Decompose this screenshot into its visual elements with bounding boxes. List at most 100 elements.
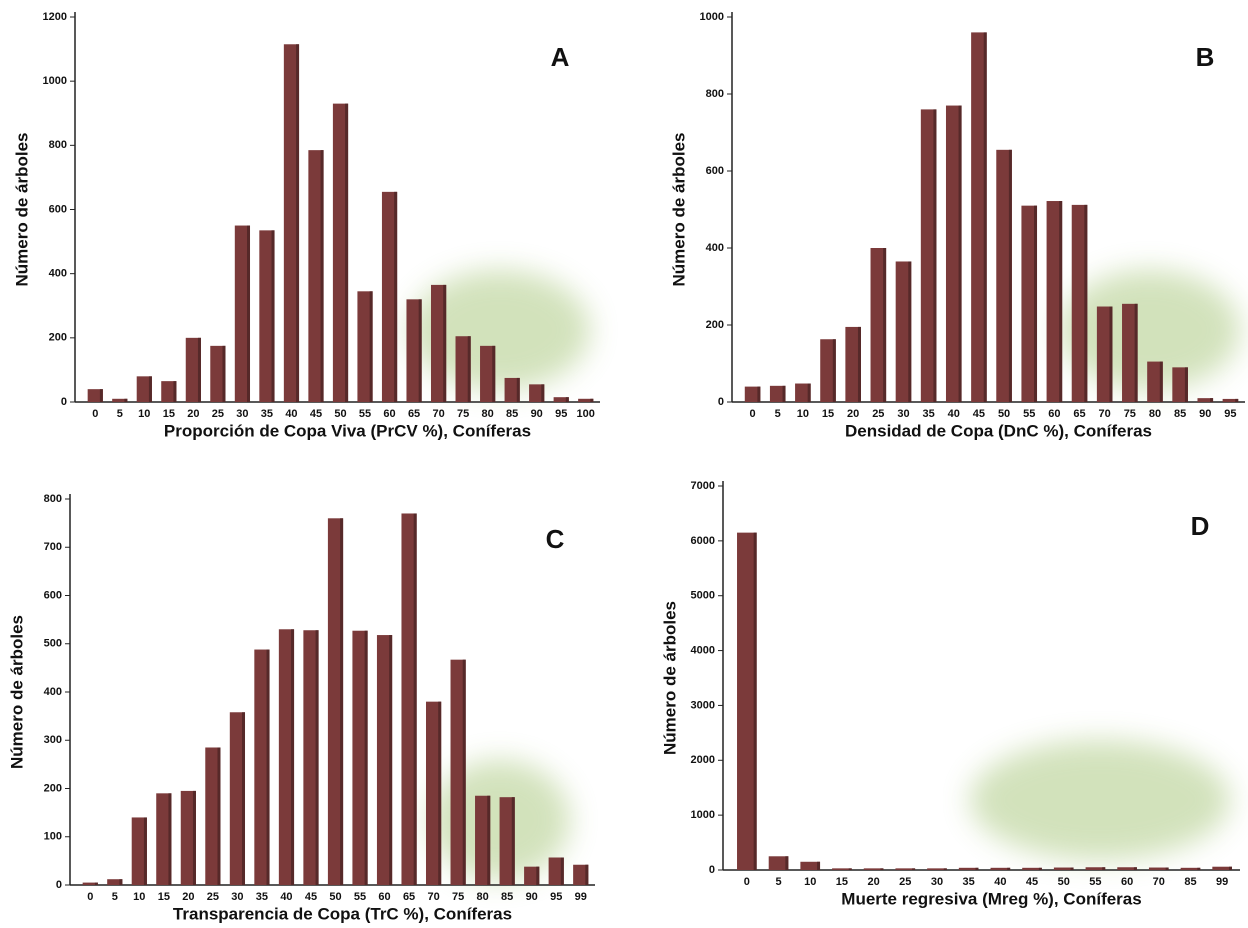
panel: 0 100 200 300 400 500 600 700 800 0 5 10 15 20 25 30 35 4… xyxy=(7,493,595,923)
bar xyxy=(430,284,447,402)
x-tick-label: 80 xyxy=(1149,408,1161,420)
x-tick-label: 25 xyxy=(899,876,911,888)
bar xyxy=(425,701,442,885)
bar-side xyxy=(1007,867,1011,870)
bar xyxy=(308,150,324,402)
bar-side xyxy=(883,248,887,402)
x-tick-label: 55 xyxy=(1023,408,1035,420)
x-tick-label: 40 xyxy=(994,876,1006,888)
bar xyxy=(1022,867,1042,870)
bar xyxy=(1172,367,1188,402)
bar xyxy=(112,398,128,402)
x-tick-label: 20 xyxy=(847,408,859,420)
bar-side xyxy=(912,868,916,870)
x-tick-label: 50 xyxy=(998,408,1010,420)
bar-side xyxy=(1210,398,1214,402)
y-tick-label: 1000 xyxy=(691,809,715,821)
x-tick-label: 100 xyxy=(577,408,595,420)
bar-side xyxy=(983,32,987,403)
x-tick-label: 60 xyxy=(1048,408,1060,420)
bar xyxy=(895,261,912,402)
bar-side xyxy=(511,797,515,885)
bar-side xyxy=(124,398,128,402)
bar-side xyxy=(94,882,98,885)
y-tick-label: 600 xyxy=(44,589,62,601)
bar-side xyxy=(217,747,221,885)
bar-side xyxy=(99,389,103,402)
bar-side xyxy=(1165,867,1169,870)
y-tick-label: 500 xyxy=(44,638,62,650)
x-tick-label: 75 xyxy=(452,891,464,903)
bar-side xyxy=(590,398,594,402)
bar-side xyxy=(1084,204,1088,402)
bar xyxy=(832,868,852,870)
bar-side xyxy=(1109,306,1113,402)
bar xyxy=(945,105,962,403)
y-tick-label: 600 xyxy=(706,165,724,177)
bar-side xyxy=(467,336,471,402)
x-tick-label: 45 xyxy=(973,408,985,420)
bar xyxy=(845,326,861,402)
bar-side xyxy=(197,337,201,402)
y-tick-label: 200 xyxy=(49,332,67,344)
x-tick-label: 95 xyxy=(550,891,562,903)
x-tick-label: 5 xyxy=(117,408,123,420)
bar-side xyxy=(438,701,442,885)
bar xyxy=(920,109,937,403)
x-axis-title: Proporción de Copa Viva (PrCV %), Conífe… xyxy=(164,421,531,440)
x-tick-label: 65 xyxy=(1073,408,1085,420)
bar xyxy=(1021,205,1038,402)
bar-side xyxy=(933,109,937,403)
bar xyxy=(381,191,398,402)
bar xyxy=(1053,867,1074,870)
bar-side xyxy=(832,339,836,402)
bar xyxy=(455,336,471,402)
bar-side xyxy=(413,513,417,885)
bar-side xyxy=(541,384,545,402)
x-tick-label: 10 xyxy=(804,876,816,888)
x-tick-label: 80 xyxy=(482,408,494,420)
bar-side xyxy=(143,817,147,885)
bar-side xyxy=(908,261,912,402)
bar xyxy=(1197,398,1214,402)
bar xyxy=(1085,867,1106,870)
bar xyxy=(744,386,761,402)
bar xyxy=(768,856,789,870)
bar-side xyxy=(389,635,393,885)
x-tick-label: 50 xyxy=(334,408,346,420)
y-tick-label: 0 xyxy=(709,864,715,876)
bar-side xyxy=(418,299,422,402)
bar-side xyxy=(536,866,540,885)
bar xyxy=(1212,866,1232,870)
panel: 0 1000 2000 3000 4000 5000 6000 7000 0 5 10 15 20 25 3… xyxy=(660,480,1240,908)
x-tick-label: 0 xyxy=(750,408,756,420)
bar-side xyxy=(560,857,564,885)
bar xyxy=(1148,867,1169,870)
panel-letter: B xyxy=(1196,42,1215,72)
bar-side xyxy=(266,649,270,885)
y-tick-label: 700 xyxy=(44,541,62,553)
bar xyxy=(795,383,811,402)
x-tick-label: 55 xyxy=(1089,876,1101,888)
bar-side xyxy=(880,868,884,870)
x-tick-label: 15 xyxy=(822,408,834,420)
x-tick-label: 35 xyxy=(963,876,975,888)
x-axis-title: Transparencia de Copa (TrC %), Coníferas xyxy=(173,904,512,923)
x-tick-label: 50 xyxy=(329,891,341,903)
x-tick-label: 45 xyxy=(305,891,317,903)
bar xyxy=(895,868,916,870)
bar xyxy=(1117,867,1137,870)
bar xyxy=(229,712,246,885)
x-tick-label: 55 xyxy=(354,891,366,903)
bar xyxy=(205,747,221,885)
bar xyxy=(990,867,1011,870)
y-tick-label: 0 xyxy=(56,879,62,891)
x-tick-label: 0 xyxy=(744,876,750,888)
bar xyxy=(450,659,466,885)
y-tick-label: 800 xyxy=(706,88,724,100)
bar xyxy=(136,376,152,402)
y-axis-title: Número de árboles xyxy=(7,615,26,769)
x-tick-label: 25 xyxy=(872,408,884,420)
y-tick-label: 6000 xyxy=(691,535,715,547)
x-tick-label: 40 xyxy=(948,408,960,420)
